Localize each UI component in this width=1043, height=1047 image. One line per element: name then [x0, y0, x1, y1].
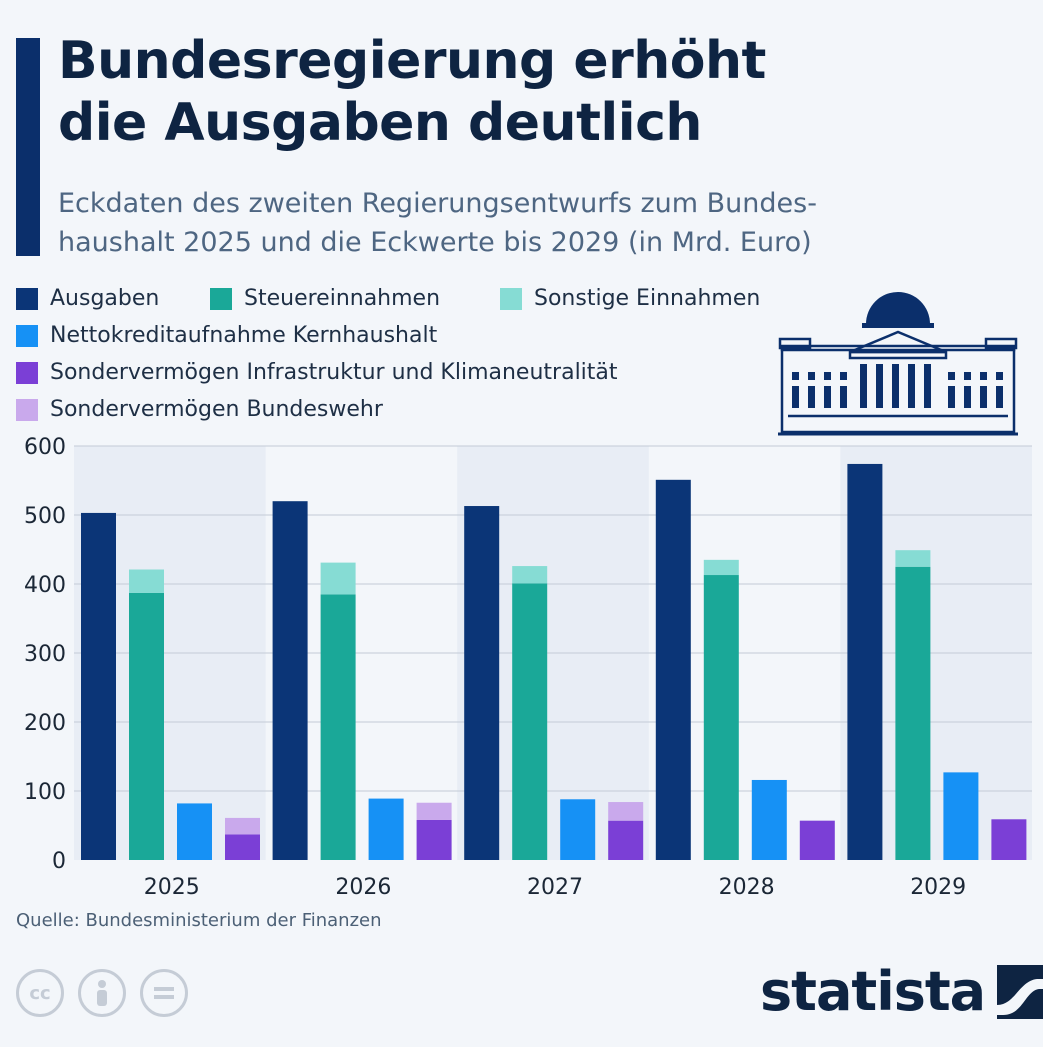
bar	[272, 501, 308, 860]
title-line-2: die Ausgaben deutlich	[58, 93, 702, 153]
bar	[320, 594, 356, 860]
statista-mark-icon	[997, 965, 1043, 1019]
attribution-icon[interactable]	[78, 969, 126, 1017]
title-accent-bar	[16, 38, 40, 256]
chart-title: Bundesregierung erhöht die Ausgaben deut…	[58, 30, 766, 154]
x-axis-labels: 2025 2026 2027 2028 2029	[144, 875, 966, 900]
bar	[608, 802, 644, 821]
y-tick-label: 500	[24, 504, 66, 529]
x-tick-label: 2026	[335, 875, 391, 900]
brand-wordmark: statista	[760, 960, 986, 1023]
legend-item-sonstige-einnahmen: Sonstige Einnahmen	[500, 286, 760, 311]
bar	[464, 506, 500, 860]
x-tick-label: 2028	[719, 875, 775, 900]
legend-label: Nettokreditaufnahme Kernhaushalt	[50, 323, 438, 348]
bar	[655, 479, 691, 860]
legend-item-steuereinnahmen: Steuereinnahmen	[210, 286, 440, 311]
legend-swatch	[16, 287, 38, 310]
bar	[847, 463, 883, 860]
bar	[320, 562, 356, 595]
x-tick-label: 2025	[144, 875, 200, 900]
bar	[177, 803, 212, 860]
legend-swatch	[16, 398, 38, 421]
bar	[608, 820, 644, 860]
bar	[225, 834, 260, 860]
legend-label: Ausgaben	[50, 286, 160, 311]
legend-item-sv-infrastruktur: Sondervermögen Infrastruktur und Klimane…	[16, 360, 618, 385]
y-tick-label: 300	[24, 642, 66, 667]
subtitle-line-2: haushalt 2025 und die Eckwerte bis 2029 …	[58, 227, 812, 258]
legend-label: Sondervermögen Infrastruktur und Klimane…	[50, 360, 618, 385]
legend-item-nettokreditaufnahme: Nettokreditaufnahme Kernhaushalt	[16, 323, 437, 348]
source-note: Quelle: Bundesministerium der Finanzen	[16, 910, 382, 931]
bar	[416, 802, 452, 820]
bar	[81, 512, 116, 860]
license-icons: cc	[16, 969, 188, 1017]
bar	[799, 820, 835, 860]
bar	[703, 575, 739, 860]
bar-chart: 0 100 200 300 400 500 600 2025 2026 2027 2028 2029	[24, 435, 1032, 900]
bar	[751, 779, 787, 860]
x-tick-label: 2029	[910, 875, 966, 900]
legend-swatch	[16, 361, 38, 384]
bars	[81, 463, 1027, 860]
y-tick-label: 100	[24, 780, 66, 805]
legend-label: Sondervermögen Bundeswehr	[50, 397, 383, 422]
bar	[703, 559, 739, 576]
bar	[129, 569, 164, 593]
legend-swatch	[500, 287, 522, 310]
bar	[225, 817, 260, 835]
statista-logo[interactable]: statista	[760, 962, 1043, 1022]
legend-swatch	[210, 287, 232, 310]
bar	[129, 592, 164, 860]
subtitle-line-1: Eckdaten des zweiten Regierungsentwurfs …	[58, 188, 817, 219]
bar	[512, 566, 548, 584]
x-tick-label: 2027	[527, 875, 583, 900]
bar	[416, 819, 452, 860]
bar	[512, 583, 548, 860]
bar	[943, 772, 979, 860]
cc-icon[interactable]: cc	[16, 969, 64, 1017]
legend-item-sv-bundeswehr: Sondervermögen Bundeswehr	[16, 397, 383, 422]
y-axis-labels: 0 100 200 300 400 500 600	[24, 435, 66, 874]
reichstag-building-icon	[778, 292, 1018, 436]
bar	[895, 550, 931, 567]
bar	[895, 566, 931, 860]
bar	[560, 799, 596, 860]
y-tick-label: 0	[52, 849, 66, 874]
title-line-1: Bundesregierung erhöht	[58, 31, 766, 91]
bar	[368, 798, 404, 860]
legend-item-ausgaben: Ausgaben	[16, 286, 159, 311]
y-tick-label: 200	[24, 711, 66, 736]
legend-label: Steuereinnahmen	[244, 286, 441, 311]
chart-subtitle: Eckdaten des zweiten Regierungsentwurfs …	[58, 184, 998, 262]
y-tick-label: 400	[24, 573, 66, 598]
y-tick-label: 600	[24, 435, 66, 460]
noderivs-icon[interactable]	[140, 969, 188, 1017]
legend-label: Sonstige Einnahmen	[534, 286, 761, 311]
legend-swatch	[16, 324, 38, 347]
bar	[991, 819, 1027, 860]
